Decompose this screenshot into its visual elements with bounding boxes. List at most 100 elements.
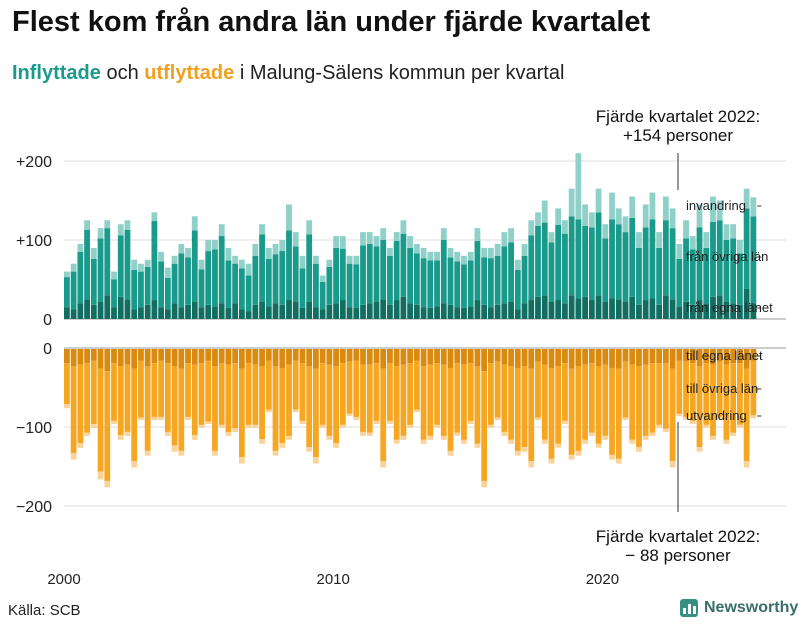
inflow-other-bar — [467, 260, 474, 307]
inflow-own-bar — [656, 304, 663, 319]
outflow-other-bar — [373, 363, 380, 421]
inflow-other-bar — [487, 258, 494, 308]
inflow-own-bar — [292, 301, 299, 319]
inflow-own-bar — [703, 303, 710, 319]
outflow-other-bar — [474, 366, 481, 444]
inflow-own-bar — [588, 300, 595, 319]
inflow-other-bar — [535, 225, 541, 297]
inflow-immigration-bar — [299, 255, 306, 269]
outflow-own-bar — [662, 349, 669, 364]
inflow-immigration-bar — [346, 255, 353, 264]
inflow-other-bar — [259, 234, 265, 302]
inflow-other-bar — [346, 263, 353, 308]
outflow-other-bar — [615, 368, 622, 459]
outflow-other-bar — [144, 366, 151, 451]
inflow-immigration-bar — [279, 240, 286, 252]
outflow-emigration-bar — [622, 417, 629, 421]
outflow-other-bar — [636, 366, 642, 447]
inflow-immigration-bar — [568, 188, 575, 217]
inflow-own-bar — [595, 295, 602, 319]
outflow-emigration-bar — [252, 424, 259, 428]
outflow-own-bar — [609, 349, 615, 368]
outflow-other-bar — [494, 361, 501, 418]
outflow-own-bar — [225, 349, 232, 365]
inflow-own-bar — [164, 309, 171, 319]
outflow-other-bar — [252, 364, 259, 425]
inflow-immigration-bar — [306, 220, 313, 235]
outflow-own-bar — [487, 349, 494, 364]
outflow-own-bar — [400, 349, 407, 365]
outflow-own-bar — [131, 349, 138, 369]
inflow-other-bar — [326, 266, 333, 305]
outflow-own-bar — [97, 349, 104, 369]
outflow-own-bar — [541, 349, 548, 365]
outflow-other-bar — [205, 360, 212, 422]
inflow-immigration-bar — [588, 212, 595, 228]
outflow-own-bar — [575, 349, 582, 367]
outflow-emigration-bar — [737, 424, 743, 428]
outflow-own-bar — [326, 349, 333, 365]
outflow-emigration-bar — [514, 450, 521, 456]
inflow-own-bar — [238, 309, 245, 319]
outflow-emigration-bar — [548, 458, 555, 464]
inflow-own-bar — [158, 307, 165, 319]
inflow-own-bar — [508, 301, 514, 319]
inflow-own-bar — [191, 301, 198, 319]
inflow-other-bar — [575, 219, 582, 299]
inflow-other-bar — [117, 235, 124, 297]
inflow-other-bar — [286, 230, 292, 301]
inflow-own-bar — [582, 296, 589, 319]
outflow-own-bar — [306, 349, 313, 367]
inflow-own-bar — [346, 307, 353, 319]
inflow-other-bar — [541, 222, 548, 296]
outflow-other-bar — [535, 361, 541, 418]
inflow-other-bar — [238, 268, 245, 310]
outflow-own-bar — [508, 349, 514, 367]
outflow-other-bar — [111, 363, 117, 421]
inflow-own-bar — [279, 304, 286, 319]
outflow-own-bar — [595, 349, 602, 367]
inflow-other-bar — [427, 260, 434, 308]
outflow-other-bar — [225, 364, 232, 432]
annotations: Fjärde kvartalet 2022:+154 personerFjärd… — [596, 107, 760, 565]
inflow-immigration-bar — [77, 243, 84, 252]
outflow-own-bar — [366, 349, 373, 365]
inflow-own-bar — [649, 298, 656, 319]
inflow-immigration-bar — [420, 247, 427, 259]
inflow-immigration-bar — [494, 243, 501, 256]
outflow-other-bar — [683, 361, 689, 417]
outflow-own-bar — [555, 349, 562, 367]
inflow-immigration-bar — [703, 232, 710, 248]
inflow-own-bar — [568, 295, 575, 319]
outflow-emigration-bar — [703, 424, 710, 428]
inflow-own-bar — [689, 304, 696, 319]
inflow-other-bar — [568, 216, 575, 296]
outflow-other-bar — [642, 364, 649, 436]
outflow-other-bar — [279, 367, 286, 444]
inflow-other-bar — [164, 277, 171, 310]
inflow-other-bar — [151, 221, 158, 301]
inflow-other-bar — [689, 249, 696, 305]
outflow-own-bar — [427, 349, 434, 365]
outflow-own-bar — [750, 349, 757, 361]
inflow-own-bar — [299, 307, 306, 319]
inflow-other-bar — [306, 234, 313, 302]
inflow-own-bar — [615, 299, 622, 319]
outflow-other-bar — [689, 363, 696, 421]
outflow-other-bar — [454, 363, 461, 433]
outflow-emigration-bar — [164, 431, 171, 436]
inflow-immigration-bar — [212, 240, 218, 250]
inflow-own-bar — [306, 301, 313, 319]
inflow-immigration-bar — [265, 247, 272, 259]
inflow-own-bar — [138, 307, 144, 319]
inflow-immigration-bar — [508, 228, 514, 243]
inflow-other-bar — [629, 217, 636, 297]
inflow-own-bar — [205, 304, 212, 319]
inflow-own-bar — [326, 304, 333, 319]
inflow-own-bar — [171, 303, 178, 319]
inflow-immigration-bar — [710, 196, 716, 222]
outflow-emigration-bar — [541, 439, 548, 444]
y-tick-bottom-1: −100 — [16, 420, 52, 437]
outflow-other-bar — [77, 364, 84, 444]
outflow-own-bar — [252, 349, 259, 365]
